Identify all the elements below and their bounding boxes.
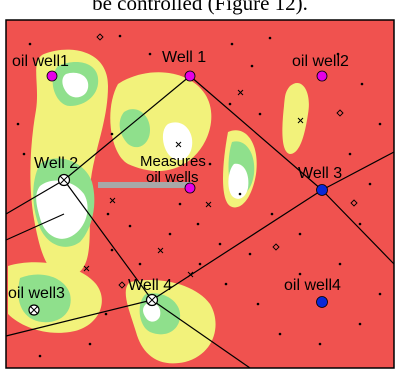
white-zone-south xyxy=(143,302,161,322)
label-measures: Measures xyxy=(140,153,206,170)
white-zone-center xyxy=(162,122,193,161)
line-well4-west xyxy=(5,299,153,337)
well-3-marker xyxy=(316,184,328,196)
oil-well1-marker xyxy=(46,70,58,82)
line-well3-southeast xyxy=(321,189,395,265)
oil-well4-marker xyxy=(316,296,328,308)
measures-marker xyxy=(184,182,196,194)
oil-well3-marker xyxy=(28,304,40,316)
diamond-marks xyxy=(96,33,358,289)
reservoir-map: oil well1 Well 1 oil well2 Well 2 Measur… xyxy=(5,19,395,369)
well-2-marker xyxy=(57,173,71,187)
line-well4-south xyxy=(151,299,251,369)
label-oil-well4: oil well4 xyxy=(284,277,341,294)
white-zone-west-top xyxy=(62,72,89,98)
label-oil-well3: oil well3 xyxy=(8,285,65,302)
white-zone-middle xyxy=(228,163,249,199)
oil-well2-marker xyxy=(316,70,328,82)
line-well2-well4 xyxy=(63,179,153,301)
well-1-marker xyxy=(184,70,196,82)
line-well1-well3 xyxy=(189,75,323,191)
label-well-4: Well 4 xyxy=(128,277,172,294)
well-labels: oil well1 Well 1 oil well2 Well 2 Measur… xyxy=(8,49,349,302)
measure-bar xyxy=(98,182,192,188)
label-well-2: Well 2 xyxy=(34,155,78,172)
figure-caption-fragment: be controlled (Figure 12). xyxy=(92,0,308,15)
line-well1-well2 xyxy=(63,75,191,181)
label-oil-well1: oil well1 xyxy=(12,53,69,70)
label-well-1: Well 1 xyxy=(162,49,206,66)
reservoir-map-figure: oil well1 Well 1 oil well2 Well 2 Measur… xyxy=(0,14,400,372)
label-oil-well2: oil well2 xyxy=(292,53,349,70)
label-well-3: Well 3 xyxy=(298,165,342,182)
well-4-marker xyxy=(145,293,159,307)
line-west-stub xyxy=(5,213,65,241)
line-well3-east xyxy=(321,151,395,191)
well-markers xyxy=(28,70,328,316)
green-zone-center xyxy=(119,109,150,148)
scatter-points xyxy=(16,34,382,358)
cross-marks xyxy=(83,89,304,278)
line-well4-well3 xyxy=(151,189,323,301)
label-oil-wells: oil wells xyxy=(146,169,199,186)
connection-lines xyxy=(5,75,395,369)
yellow-zone-east xyxy=(282,82,309,154)
line-well2-west xyxy=(5,179,65,215)
